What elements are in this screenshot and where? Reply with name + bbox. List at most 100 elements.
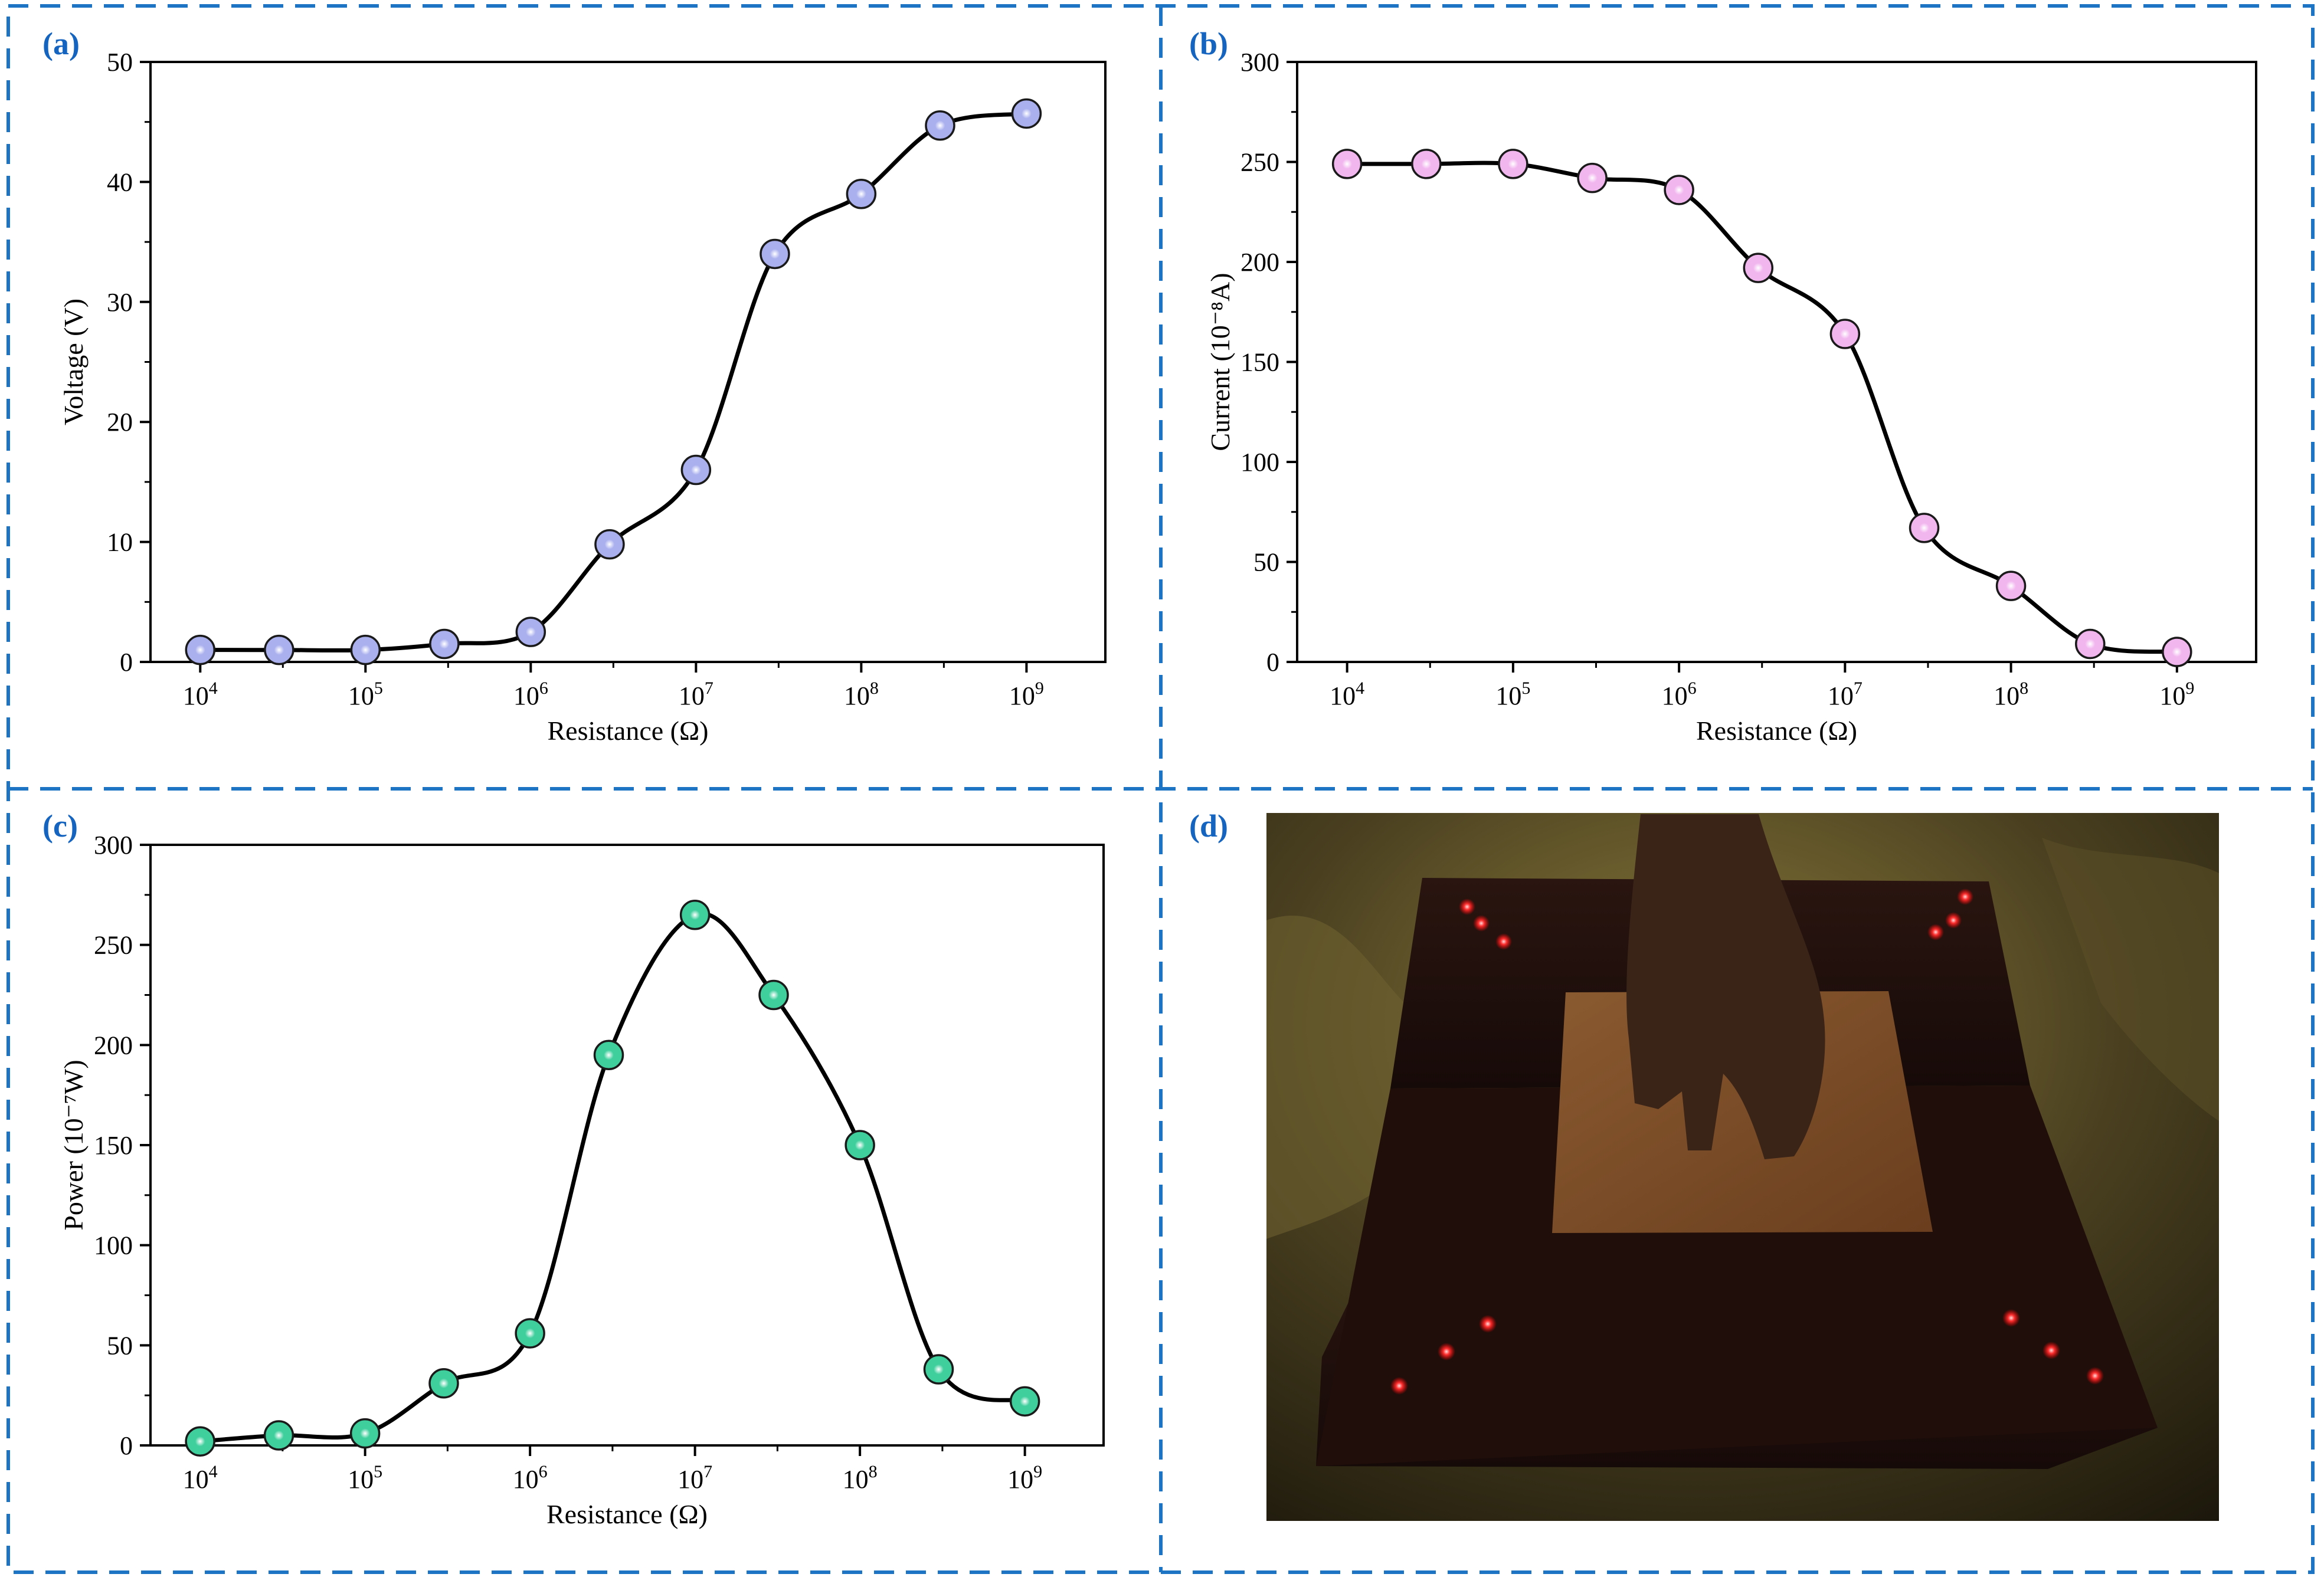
panel-label-b: (b) [1189, 26, 1228, 61]
led-light [1479, 1315, 1497, 1333]
led-light [1957, 888, 1973, 905]
x-tick-label: 106 [513, 1462, 548, 1494]
led-light [1495, 933, 1512, 950]
data-point [515, 1318, 545, 1349]
x-tick-label: 105 [348, 678, 383, 710]
data-point [845, 1130, 875, 1160]
x-tick-label: 107 [1828, 678, 1863, 710]
y-tick-label: 200 [94, 1031, 133, 1060]
data-point [349, 1418, 381, 1449]
data-point [594, 529, 625, 560]
y-tick-label: 0 [120, 648, 133, 677]
data-point [263, 1420, 294, 1451]
y-tick-label: 100 [94, 1231, 133, 1260]
photo-icon [1266, 813, 2219, 1521]
data-point [1011, 98, 1042, 129]
data-point [923, 1354, 954, 1385]
y-axis-title: Voltage (V) [58, 299, 89, 425]
power-chart: 0 50 100 150 200 250 300 104 105 106 107 108 109 Resi… [58, 831, 1105, 1529]
x-axis-title: Resistance (Ω) [547, 716, 708, 746]
y-tick-label: 50 [107, 1331, 133, 1360]
y-tick-label: 40 [107, 168, 133, 196]
panel-frames [6, 4, 2315, 1574]
y-tick-label: 300 [94, 831, 133, 860]
series-line [199, 911, 1026, 1444]
panel-label-d: (d) [1189, 808, 1228, 844]
led-light [1459, 899, 1475, 915]
data-point [680, 454, 712, 486]
data-point [846, 178, 877, 209]
led-light [1927, 924, 1944, 940]
x-tick-label: 109 [1009, 678, 1044, 710]
voltage-chart: 0 10 20 30 40 50 104 105 106 107 108 109 Resistance … [58, 48, 1107, 746]
x-tick-label: 106 [1662, 678, 1697, 710]
y-tick-label: 150 [1240, 348, 1279, 377]
y-axis-title: Current (10⁻⁸A) [1205, 273, 1235, 451]
data-point [1577, 162, 1608, 194]
current-chart: 0 50 100 150 200 250 300 104 105 106 107 108 109 Resi… [1205, 48, 2257, 746]
sheet-fold [2042, 838, 2219, 1121]
y-tick-label: 50 [1253, 548, 1279, 577]
panel-label-a: (a) [42, 26, 80, 61]
data-point [1995, 570, 2027, 601]
led-light [2086, 1367, 2104, 1385]
series-line [200, 112, 1027, 652]
x-tick-label: 107 [677, 1462, 712, 1494]
x-tick-label: 108 [1994, 678, 2028, 710]
x-axis-title: Resistance (Ω) [546, 1499, 708, 1529]
data-point [758, 979, 789, 1011]
x-tick-label: 109 [1007, 1462, 1042, 1494]
plot-area [1296, 61, 2257, 663]
led-light [1390, 1377, 1408, 1395]
x-tick-label: 105 [348, 1462, 382, 1494]
y-tick-label: 10 [107, 528, 133, 557]
data-point [2075, 628, 2106, 660]
x-tick-label: 104 [1330, 678, 1364, 710]
data-point [2162, 637, 2192, 667]
data-point [679, 900, 711, 930]
data-point [428, 1368, 459, 1399]
data-point [925, 110, 955, 141]
data-point [760, 238, 790, 270]
data-point [593, 1040, 624, 1071]
panel-label-c: (c) [42, 808, 78, 844]
data-point [264, 634, 294, 665]
data-point [1331, 149, 1363, 179]
x-tick-label: 106 [513, 678, 548, 710]
y-tick-label: 0 [120, 1431, 133, 1460]
x-axis-title: Resistance (Ω) [1696, 716, 1857, 746]
data-point [429, 628, 460, 660]
box-side [1316, 1086, 2158, 1466]
sheet-fold [1266, 916, 1405, 1239]
x-tick-label: 104 [183, 1462, 218, 1494]
data-point [1009, 1386, 1040, 1417]
plot-area [149, 844, 1105, 1447]
y-tick-label: 0 [1266, 648, 1279, 677]
data-point [1909, 513, 1940, 543]
data-point [515, 617, 546, 647]
x-tick-label: 108 [843, 1462, 878, 1494]
data-point [185, 1426, 215, 1457]
y-tick-label: 30 [107, 288, 133, 317]
x-tick-label: 108 [844, 678, 879, 710]
y-tick-label: 200 [1240, 248, 1279, 277]
y-tick-label: 50 [107, 48, 133, 77]
data-point [350, 634, 381, 665]
y-tick-label: 250 [1240, 148, 1279, 177]
led-lights [1390, 888, 2104, 1395]
data-point [1411, 149, 1442, 179]
led-light [2002, 1309, 2020, 1327]
x-tick-label: 107 [679, 678, 713, 710]
x-tick-label: 109 [2159, 678, 2194, 710]
data-point [1743, 253, 1774, 283]
y-axis-title: Power (10⁻⁷W) [58, 1060, 89, 1230]
plot-area [149, 61, 1107, 663]
y-tick-label: 250 [94, 931, 133, 960]
led-light [2042, 1342, 2060, 1359]
led-light [1945, 912, 1962, 929]
led-light [1438, 1343, 1455, 1360]
data-point [1829, 319, 1861, 349]
led-light [1473, 915, 1490, 932]
series-line [1347, 160, 2178, 654]
